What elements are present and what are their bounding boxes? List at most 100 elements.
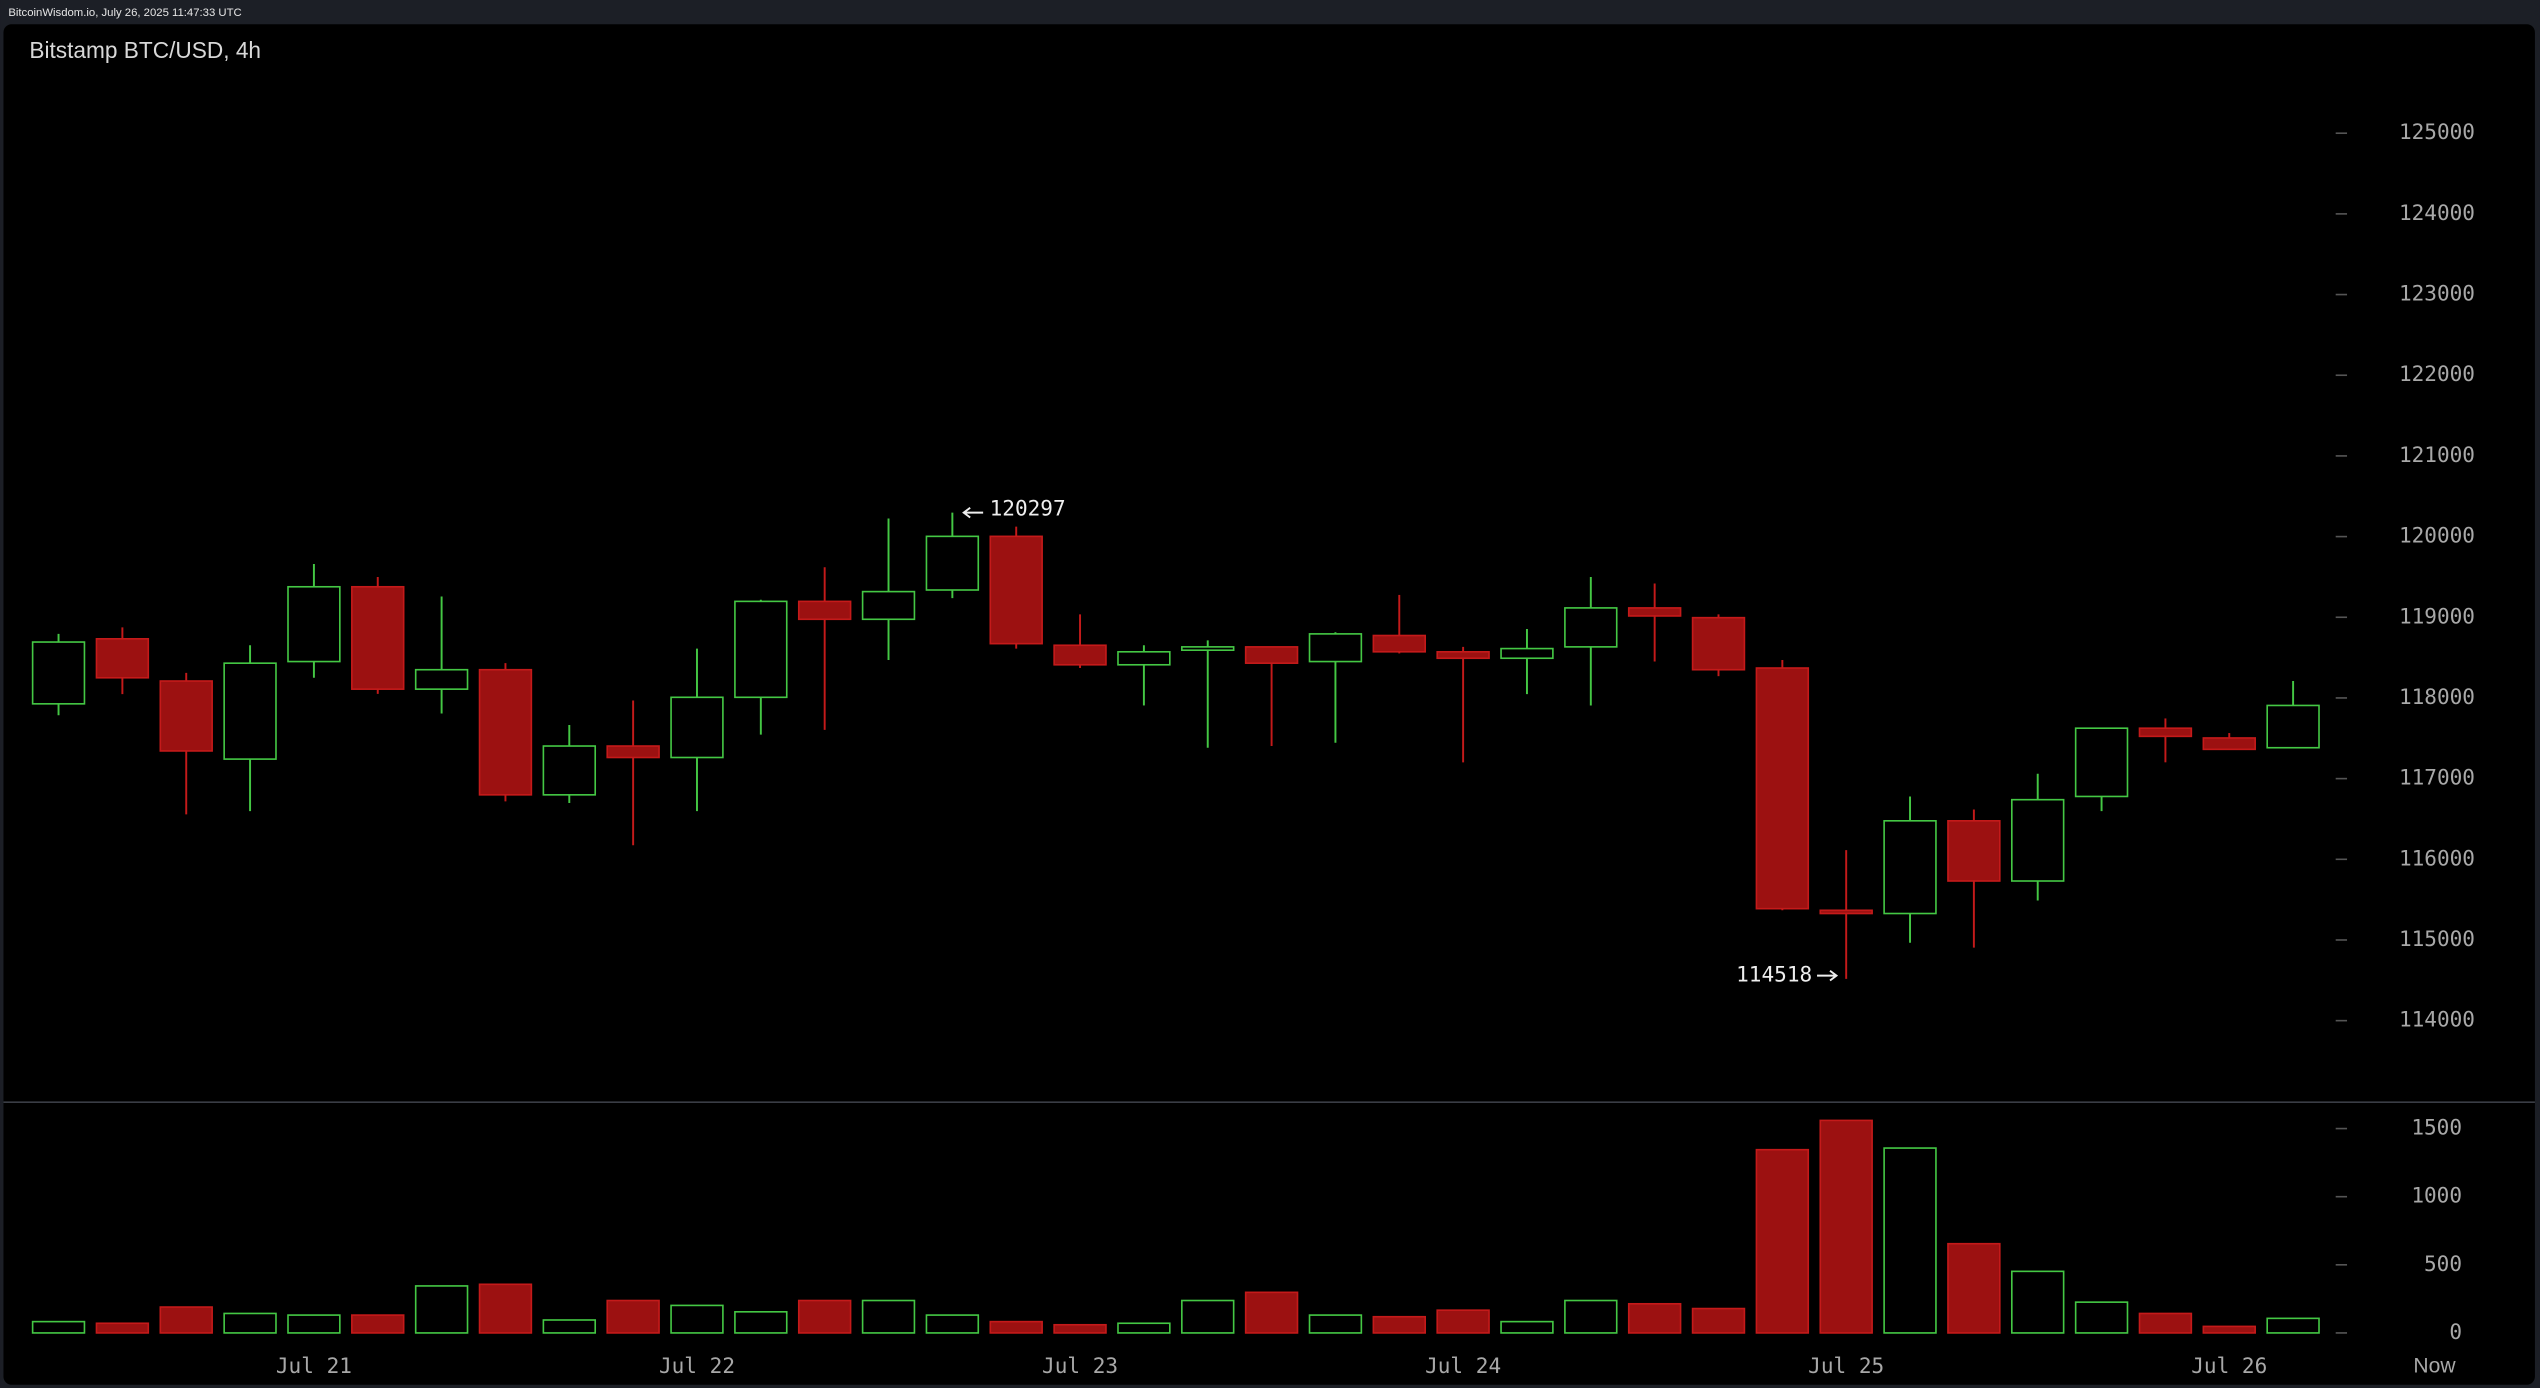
volume-tick-label: 500 [2424, 1251, 2462, 1276]
volume-bar [1564, 1299, 1618, 1334]
candle-body [2266, 704, 2320, 749]
volume-bar [670, 1304, 724, 1334]
volume-bar [1947, 1242, 2001, 1334]
candle-body [1308, 633, 1363, 663]
volume-bar [2011, 1270, 2065, 1334]
annotation-arrow [962, 506, 984, 519]
x-tick-label: Jul 26 [2191, 1353, 2267, 1378]
y-tick-label: 114000 [2399, 1007, 2475, 1032]
volume-bar [1181, 1299, 1235, 1334]
candle-body [287, 585, 341, 663]
candle-body [925, 535, 980, 591]
volume-tick-label: 1500 [2411, 1115, 2462, 1140]
annotation-arrow [1817, 969, 1839, 982]
volume-bar [2202, 1325, 2256, 1334]
x-tick-label: Jul 23 [1042, 1353, 1118, 1378]
y-tick-label: 117000 [2399, 765, 2475, 790]
volume-bar [159, 1306, 213, 1334]
volume-bar [478, 1283, 533, 1334]
high-annotation: 120297 [990, 495, 1066, 520]
candle-body [414, 668, 469, 690]
low-annotation: 114518 [1736, 962, 1812, 987]
volume-bar [1691, 1307, 1746, 1334]
candle-body [1883, 820, 1937, 915]
volume-bar [223, 1312, 277, 1334]
volume-bar [1053, 1323, 1107, 1334]
candle-body [734, 600, 788, 699]
chart-title: Bitstamp BTC/USD, 4h [29, 37, 261, 63]
volume-bar [1819, 1119, 1873, 1334]
volume-bar [1244, 1291, 1299, 1334]
volume-bar [1755, 1148, 1810, 1334]
candle-body [670, 696, 724, 759]
candle-body [1819, 909, 1873, 915]
volume-bar [1308, 1314, 1363, 1334]
volume-bar [542, 1319, 597, 1334]
y-tick-label: 118000 [2399, 684, 2475, 709]
volume-bar [31, 1320, 86, 1334]
volume-bar [1627, 1302, 1682, 1334]
candle-body [1372, 634, 1427, 653]
volume-tick-label: 1000 [2411, 1183, 2462, 1208]
x-tick-label: Jul 25 [1808, 1353, 1884, 1378]
x-tick-label: Jul 24 [1425, 1353, 1501, 1378]
candle-body [1181, 646, 1235, 651]
candle-body [1244, 646, 1299, 664]
x-tick-label: Jul 21 [276, 1353, 352, 1378]
candle-body [223, 662, 277, 760]
volume-bar [797, 1299, 852, 1334]
volume-tick-label: 0 [2449, 1319, 2462, 1344]
y-tick-label: 124000 [2399, 200, 2475, 225]
candle-body [31, 641, 86, 705]
volume-bar [1500, 1320, 1554, 1334]
y-tick-label: 122000 [2399, 361, 2475, 386]
candle-body [797, 600, 852, 621]
candle-body [1117, 650, 1171, 666]
y-tick-label: 125000 [2399, 119, 2475, 144]
y-tick-label: 119000 [2399, 603, 2475, 628]
candle-body [159, 680, 213, 752]
volume-bar [2074, 1301, 2129, 1334]
volume-bar [989, 1320, 1043, 1334]
volume-bar [1117, 1322, 1171, 1334]
volume-bar [95, 1322, 150, 1334]
candle-body [2074, 727, 2129, 798]
candle-body [478, 668, 533, 796]
candle-body [1755, 667, 1810, 910]
volume-bar [287, 1314, 341, 1334]
y-tick-label: 115000 [2399, 926, 2475, 951]
candle-body [351, 585, 405, 690]
candle-body [861, 590, 916, 621]
candle-body [1564, 607, 1618, 648]
volume-bar [2266, 1317, 2320, 1334]
chart-panel [3, 24, 2535, 1385]
candle-body [2138, 727, 2193, 738]
candle-body [95, 637, 150, 679]
volume-bar [414, 1285, 469, 1334]
volume-bar [1436, 1309, 1490, 1334]
y-tick-label: 116000 [2399, 845, 2475, 870]
candle-body [2202, 737, 2256, 751]
candle-body [1947, 820, 2001, 882]
candle-body [542, 745, 597, 796]
volume-bar [734, 1311, 788, 1334]
y-tick-label: 123000 [2399, 281, 2475, 306]
volume-bar [606, 1299, 660, 1334]
volume-bar [2138, 1312, 2193, 1334]
candle-body [1500, 647, 1554, 660]
candle-body [1053, 644, 1107, 666]
volume-bar [1883, 1147, 1937, 1334]
candle-body [1436, 650, 1490, 660]
now-label: Now [2413, 1355, 2456, 1378]
volume-bar [1372, 1315, 1427, 1334]
x-tick-label: Jul 22 [659, 1353, 735, 1378]
y-tick-label: 120000 [2399, 523, 2475, 548]
candle-body [606, 745, 660, 759]
y-tick-label: 121000 [2399, 442, 2475, 467]
volume-bar [925, 1314, 980, 1334]
volume-bar [351, 1314, 405, 1334]
candle-body [989, 535, 1043, 645]
candle-body [1627, 607, 1682, 617]
